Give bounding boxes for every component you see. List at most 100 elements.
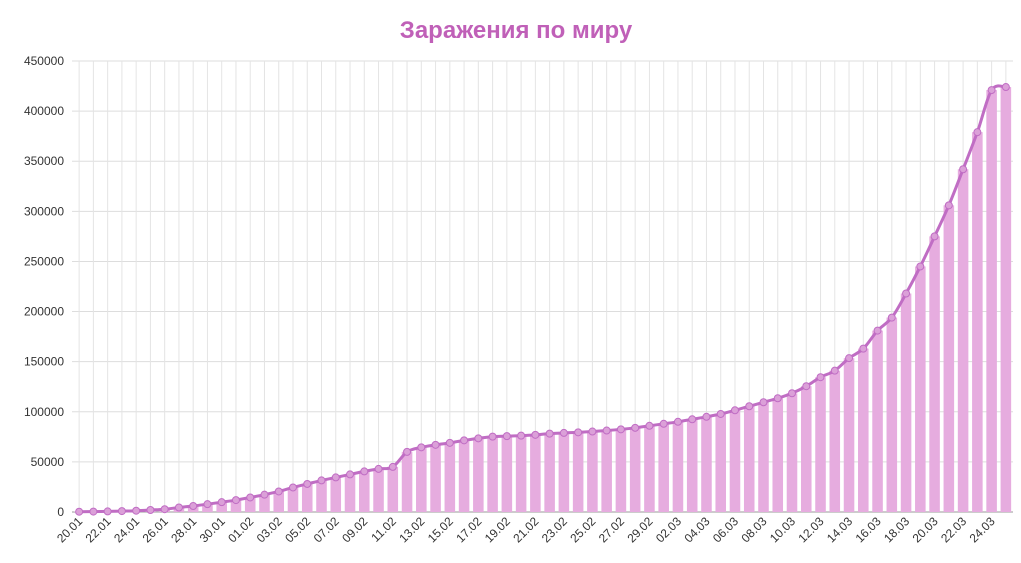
x-tick-label: 04.03 [681,514,712,545]
x-tick-label: 29.02 [624,514,655,545]
point [89,507,98,516]
bar [701,416,712,512]
bar [715,413,726,512]
x-tick-label: 11.02 [368,514,399,545]
y-tick-label: 150000 [24,355,64,369]
point [374,464,383,473]
bar [430,444,441,512]
bar [344,474,356,512]
point [702,412,711,421]
point [231,496,240,505]
bar [515,435,527,512]
bar [644,425,655,512]
point [645,421,654,430]
bar [316,480,327,512]
bar [387,466,399,512]
bar [672,421,684,512]
point [1001,83,1010,92]
bar [601,430,612,512]
point [588,427,597,436]
bar [858,348,869,512]
point [103,507,112,516]
point [659,419,668,428]
bar [915,266,926,512]
bar [544,433,555,512]
point [331,473,340,482]
point [303,479,312,488]
point [417,443,426,452]
point [987,86,996,95]
point [160,505,169,514]
bar [530,434,541,512]
point [973,128,982,137]
point [859,344,868,353]
x-tick-label: 28.01 [168,514,199,545]
point [559,428,568,437]
point [816,373,825,382]
bar [900,293,912,512]
point [916,262,925,271]
point [117,507,126,516]
point [274,487,283,496]
y-tick-label: 400000 [24,104,64,118]
point [488,432,497,441]
x-tick-label: 17.02 [453,514,484,545]
x-tick-label: 12.03 [796,514,827,545]
bar [872,330,883,512]
y-tick-label: 300000 [24,204,64,218]
lines [75,83,1010,516]
bar [729,410,741,512]
bar [815,377,826,512]
bar [587,431,598,512]
x-tick-label: 05.02 [282,514,313,545]
x-tick-label: 23.02 [539,514,570,545]
bar [259,494,270,512]
x-tick-label: 16.03 [853,514,884,545]
bar [743,406,755,512]
point [431,440,440,449]
x-tick-label: 25.02 [567,514,598,545]
point [802,382,811,391]
point [688,415,697,424]
point [146,505,155,514]
bars [73,87,1012,513]
x-tick-label: 06.03 [710,514,741,545]
bar [401,451,413,512]
bar [772,398,784,512]
bar [758,402,769,512]
bar [273,491,285,512]
point [830,366,839,375]
bar [686,419,698,512]
point [246,493,255,502]
x-tick-label: 13.02 [396,514,427,545]
point [616,425,625,434]
bar [886,317,898,512]
point [474,434,483,443]
x-tick-label: 02.03 [653,514,684,545]
point [174,503,183,512]
point [930,232,939,241]
bar [558,432,570,512]
point [887,313,896,322]
bar [843,358,855,512]
point [502,432,511,441]
point [545,429,554,438]
x-tick-label: 24.01 [111,514,142,545]
x-tick-label: 20.03 [910,514,941,545]
point [602,426,611,435]
point [317,476,326,485]
point [260,490,269,499]
point [517,431,526,440]
point [346,470,355,479]
point [445,438,454,447]
x-tick-label: 26.01 [140,514,171,545]
point [75,507,84,516]
point [132,506,141,515]
y-tick-label: 50000 [31,455,65,469]
x-tick-label: 30.01 [197,514,228,545]
point [944,201,953,210]
x-tick-label: 01.02 [225,514,256,545]
point [217,498,226,507]
bar [287,487,299,512]
